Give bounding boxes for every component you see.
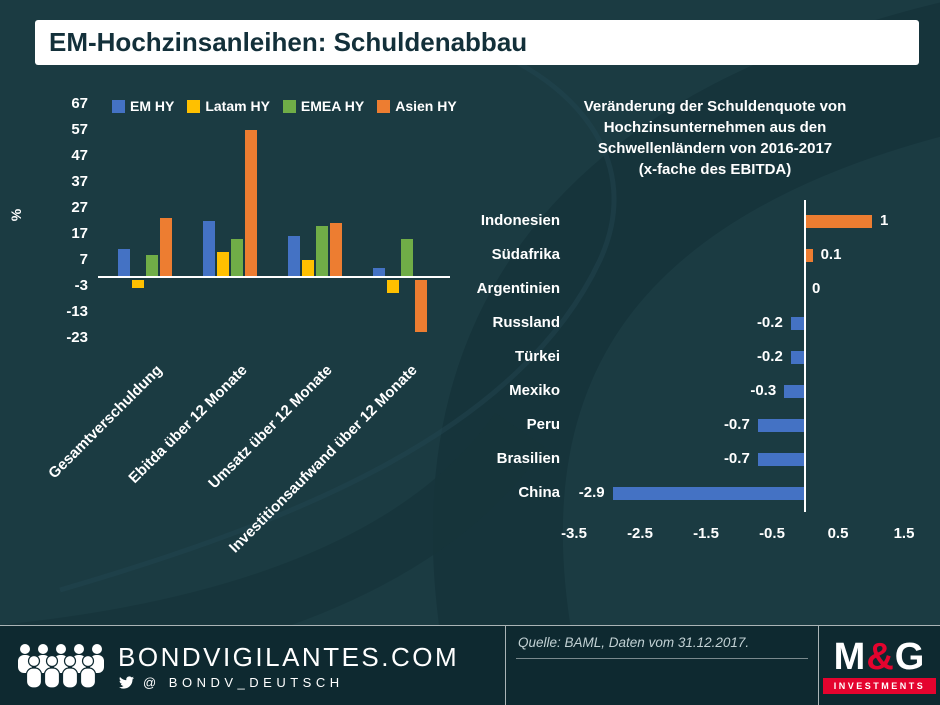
value-label: 0.1 <box>820 246 842 263</box>
y-axis-tick-label: 17 <box>71 224 88 242</box>
y-axis-tick-label: 27 <box>71 198 88 216</box>
hbar-negative <box>757 452 804 466</box>
y-axis-title: % <box>8 208 25 222</box>
bar-latam-hy <box>387 280 399 293</box>
bar-asien-hy <box>415 280 427 332</box>
footer-source-section: Quelle: BAML, Daten vom 31.12.2017. <box>505 626 819 705</box>
bar-asien-hy <box>160 218 172 278</box>
bar-latam-hy <box>217 252 229 278</box>
y-axis-tick-label: 47 <box>71 146 88 164</box>
x-axis-tick-label: -2.5 <box>627 525 653 542</box>
mg-letter-m: M <box>833 636 867 678</box>
legend-item: EMEA HY <box>282 96 365 116</box>
hbar-negative <box>612 486 804 500</box>
country-label: Russland <box>492 314 560 331</box>
title-bar: EM-Hochzinsanleihen: Schuldenabbau <box>35 20 919 65</box>
right-chart-title-line: Hochzinsunternehmen aus den <box>603 119 827 136</box>
legend-item: Latam HY <box>187 96 270 116</box>
hbar-negative <box>757 418 804 432</box>
legend-swatch <box>187 99 201 113</box>
bar-asien-hy <box>330 223 342 278</box>
right-chart-title-line: Schwellenländern von 2016-2017 <box>597 140 833 157</box>
legend-item: Asien HY <box>377 96 457 116</box>
y-axis-tick-label: 7 <box>79 250 88 268</box>
twitter-handle: @ BONDV_DEUTSCH <box>143 675 344 690</box>
bar-em-hy <box>203 220 215 278</box>
bar-em-hy <box>288 236 300 278</box>
bar-em-hy <box>118 249 130 278</box>
bar-em-hy <box>373 267 385 278</box>
hbar-positive <box>806 214 872 228</box>
y-axis-tick-label: -3 <box>74 276 88 294</box>
value-axis-line <box>804 200 806 512</box>
value-label: -0.2 <box>756 314 783 331</box>
legend-label: Latam HY <box>205 98 270 114</box>
mg-logo: M&G <box>834 638 926 676</box>
mg-letter-g: G <box>894 636 926 678</box>
hbar-positive <box>806 248 813 262</box>
bar-emea-hy <box>401 239 413 278</box>
value-label: -0.2 <box>756 348 783 365</box>
country-label: China <box>518 484 560 501</box>
hbar-negative <box>790 316 804 330</box>
y-axis-tick-label: 37 <box>71 172 88 190</box>
footer-left-section: BONDVIGILANTES.COM @ BONDV_DEUTSCH <box>0 626 505 705</box>
bar-latam-hy <box>132 280 144 288</box>
mg-amp: & <box>866 636 895 678</box>
bar-latam-hy <box>302 259 314 278</box>
x-axis-tick-label: 0.5 <box>827 525 849 542</box>
mg-investments-label: INVESTMENTS <box>822 678 937 694</box>
footer-logo-section: M&G INVESTMENTS <box>819 626 940 705</box>
twitter-icon <box>119 676 134 689</box>
legend-swatch <box>377 99 391 113</box>
hbar-negative <box>784 384 804 398</box>
x-axis-tick-label: -1.5 <box>693 525 719 542</box>
chart-legend: EM HY Latam HY EMEA HY Asien HY <box>112 96 457 116</box>
legend-label: EMEA HY <box>300 98 365 114</box>
page-title: EM-Hochzinsanleihen: Schuldenabbau <box>49 27 528 57</box>
x-axis-line <box>98 276 450 278</box>
y-axis-tick-label: -23 <box>66 328 88 346</box>
value-label: -0.7 <box>723 416 750 433</box>
value-label: -0.3 <box>750 382 777 399</box>
value-label: 1 <box>880 212 889 229</box>
bar-emea-hy <box>231 239 243 278</box>
value-label: -0.7 <box>723 450 750 467</box>
country-label: Indonesien <box>480 212 560 229</box>
country-label: Türkei <box>514 348 560 365</box>
legend-swatch <box>282 99 296 113</box>
right-chart-title: Veränderung der Schuldenquote von Hochzin… <box>505 96 925 180</box>
x-axis-tick-label: -0.5 <box>759 525 785 542</box>
twitter-line: @ BONDV_DEUTSCH <box>118 675 459 690</box>
bar-emea-hy <box>316 226 328 278</box>
value-label: 0 <box>812 280 821 297</box>
crowd-icon <box>18 644 104 689</box>
footer: BONDVIGILANTES.COM @ BONDV_DEUTSCH Quell… <box>0 625 940 705</box>
country-label: Mexiko <box>509 382 560 399</box>
x-axis-tick-label: -3.5 <box>561 525 587 542</box>
site-name: BONDVIGILANTES.COM <box>118 642 460 672</box>
legend-swatch <box>112 99 125 113</box>
y-axis-tick-label: 57 <box>71 120 88 138</box>
right-chart-title-line: Veränderung der Schuldenquote von <box>583 98 847 115</box>
bar-asien-hy <box>245 129 257 278</box>
legend-label: Asien HY <box>395 98 457 114</box>
x-axis-tick-label: 1.5 <box>893 525 915 542</box>
country-label: Argentinien <box>476 280 560 297</box>
y-axis-tick-label: 67 <box>71 94 88 112</box>
country-label: Brasilien <box>496 450 560 467</box>
hbar-negative <box>790 350 804 364</box>
y-axis-tick-label: -13 <box>66 302 88 320</box>
bar-emea-hy <box>146 254 158 278</box>
legend-item: EM HY <box>112 96 174 116</box>
value-label: -2.9 <box>578 484 605 501</box>
legend-label: EM HY <box>130 98 175 114</box>
right-chart-title-line: (x-fache des EBITDA) <box>638 161 792 178</box>
source-text: Quelle: BAML, Daten vom 31.12.2017. <box>516 633 808 659</box>
country-label: Peru <box>526 416 560 433</box>
country-label: Südafrika <box>491 246 560 263</box>
footer-brand-text: BONDVIGILANTES.COM @ BONDV_DEUTSCH <box>118 642 459 690</box>
